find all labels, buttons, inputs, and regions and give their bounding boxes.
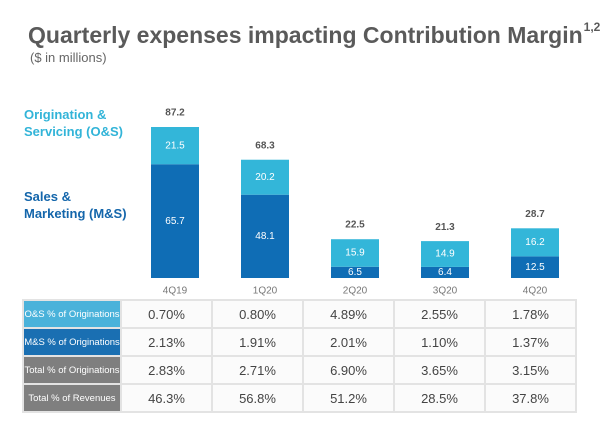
title-note: 1,2 [583,20,600,34]
title-text: Quarterly expenses impacting Contributio… [28,22,583,48]
segment-label: 20.2 [255,172,275,183]
bar-segment [241,194,289,278]
segment-label: 65.7 [165,216,185,227]
x-tick-label: 3Q20 [433,286,458,297]
row-header: Total % of Revenues [22,383,122,413]
table-cell: 4.89% [302,299,395,329]
table-cell: 2.55% [393,299,486,329]
table-row: Total % of Originations 2.83% 2.71% 6.90% 3.… [22,355,577,385]
bar-segment [421,266,469,278]
bar-segment [241,159,289,195]
x-tick-label: 4Q19 [163,286,188,297]
table-cell: 1.10% [393,327,486,357]
table-cell: 46.3% [120,383,213,413]
table-cell: 2.01% [302,327,395,357]
row-header: Total % of Originations [22,355,122,385]
table-cell: 6.90% [302,355,395,385]
segment-label: 6.4 [438,267,452,278]
table-cell: 2.83% [120,355,213,385]
table-cell: 1.78% [484,299,577,329]
subtitle: ($ in millions) [30,50,107,65]
legend-entry: Origination & Servicing (O&S) [24,107,123,139]
table-row: O&S % of Originations 0.70% 0.80% 4.89% 2.55… [22,299,577,329]
segment-label: 48.1 [255,231,275,242]
segment-label: 21.5 [165,140,185,151]
table-cell: 1.37% [484,327,577,357]
table-cell: 2.13% [120,327,213,357]
total-label: 28.7 [525,209,545,220]
table-cell: 2.71% [211,355,304,385]
bar-segment [151,127,199,165]
table-cell: 56.8% [211,383,304,413]
table-cell: 37.8% [484,383,577,413]
x-tick-label: 1Q20 [253,286,278,297]
chart: 65.7 21.5 87.2 4Q19 48.1 20.2 68.3 1Q20 6.5 15.9 2… [151,108,559,297]
total-label: 21.3 [435,222,455,233]
segment-label: 15.9 [345,248,365,259]
table-cell: 1.91% [211,327,304,357]
bar-segment [421,241,469,267]
bar-segment [151,164,199,278]
data-table: O&S % of Originations 0.70% 0.80% 4.89% 2.55… [22,299,577,413]
bar-segment [331,266,379,278]
bar-segment [331,239,379,267]
bar-segment [511,256,559,278]
x-tick-label: 2Q20 [343,286,368,297]
total-label: 68.3 [255,140,275,151]
bar-segment [511,228,559,257]
table-cell: 51.2% [302,383,395,413]
x-tick-label: 4Q20 [523,286,548,297]
segment-label: 6.5 [348,267,362,278]
chart-title: Quarterly expenses impacting Contributio… [28,20,600,49]
table-cell: 28.5% [393,383,486,413]
table-row: M&S % of Originations 2.13% 1.91% 2.01% 1.10… [22,327,577,357]
table-cell: 3.15% [484,355,577,385]
total-label: 87.2 [165,108,185,119]
segment-label: 16.2 [525,237,545,248]
legend-entry: Sales & Marketing (M&S) [24,189,127,221]
segment-label: 14.9 [435,249,455,260]
segment-label: 12.5 [525,262,545,273]
table-row: Total % of Revenues 46.3% 56.8% 51.2% 28.5% 3… [22,383,577,413]
table-cell: 0.70% [120,299,213,329]
table-cell: 3.65% [393,355,486,385]
total-label: 22.5 [345,220,365,231]
table-cell: 0.80% [211,299,304,329]
row-header: O&S % of Originations [22,299,122,329]
row-header: M&S % of Originations [22,327,122,357]
